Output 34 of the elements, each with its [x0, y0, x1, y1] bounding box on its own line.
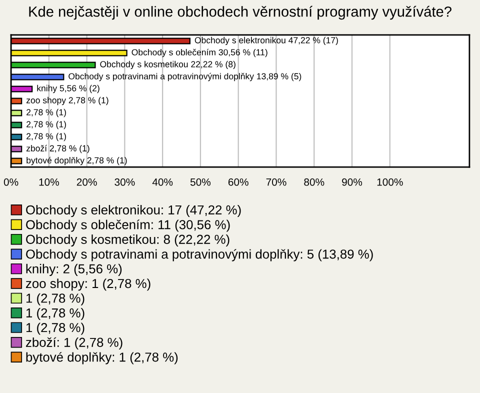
- legend-label: Obchody s oblečením: 11 (30,56 %): [26, 220, 230, 232]
- legend-label: zboží: 1 (2,78 %): [26, 337, 122, 350]
- chart-title: Kde nejčastěji v online obchodech věrnostní programy využíváte?: [29, 6, 452, 20]
- legend-label: Obchody s elektronikou: 17 (47,22 %): [26, 204, 241, 218]
- legend-label: 1 (2,78 %): [26, 322, 84, 335]
- data-label: 2,78 % (1): [26, 108, 66, 118]
- x-tick-label: 80%: [304, 178, 324, 186]
- legend-label: 1 (2,78 %): [26, 308, 84, 320]
- data-label: Obchody s potravinami a potravinovými doplňky 13,89 % (5): [68, 72, 302, 82]
- data-label: Obchody s kosmetikou 22,22 % (8): [100, 60, 236, 70]
- legend-label: Obchody s kosmetikou: 8 (22,22 %): [26, 234, 230, 246]
- data-label: zboží 2,78 % (1): [26, 144, 90, 154]
- data-label: bytové doplňky 2,78 % (1): [26, 156, 127, 166]
- legend-label: 1 (2,78 %): [26, 293, 84, 306]
- data-label: knihy 5,56 % (2): [37, 84, 100, 94]
- x-tick-label: 20%: [76, 178, 97, 186]
- x-tick-label: 10%: [39, 178, 59, 186]
- x-tick-label: 40%: [152, 178, 173, 186]
- legend-label: zoo shopy: 1 (2,78 %): [26, 278, 150, 291]
- x-tick-label: 30%: [114, 178, 135, 186]
- data-label: zoo shopy 2,78 % (1): [26, 96, 108, 106]
- x-tick-label: 0%: [4, 178, 18, 186]
- data-label: Obchody s oblečením 30,56 % (11): [132, 48, 268, 58]
- x-tick-label: 60%: [228, 178, 248, 186]
- x-tick-label: 100%: [377, 178, 403, 186]
- legend-label: Obchody s potravinami a potravinovými doplňky: 5 (13,89 %): [26, 249, 373, 262]
- legend-label: knihy: 2 (5,56 %): [26, 264, 122, 276]
- data-label: 2,78 % (1): [26, 132, 66, 142]
- x-tick-label: 90%: [342, 178, 362, 186]
- legend-label: bytové doplňky: 1 (2,78 %): [26, 352, 178, 364]
- data-label: 2,78 % (1): [26, 120, 66, 130]
- x-tick-label: 50%: [190, 178, 211, 186]
- data-label: Obchody s elektronikou 47,22 % (17): [194, 36, 338, 46]
- x-tick-label: 70%: [266, 178, 286, 186]
